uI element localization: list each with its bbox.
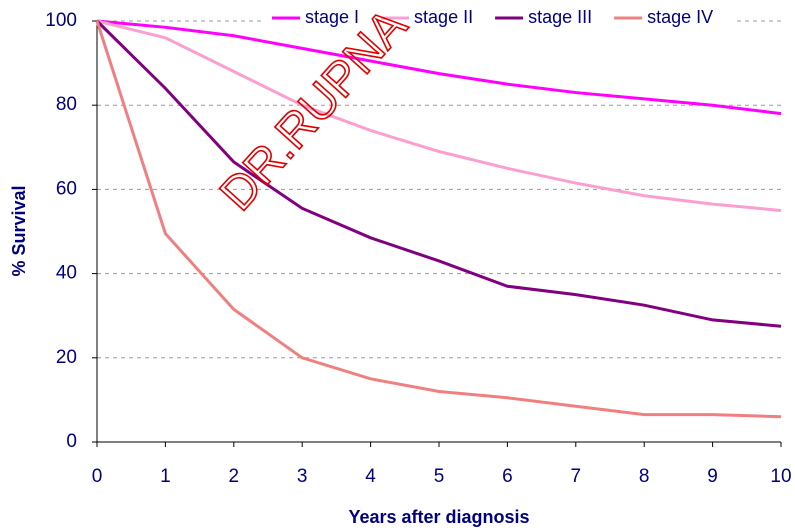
- y-tick-label: 80: [56, 94, 77, 115]
- x-tick-label: 8: [639, 466, 650, 487]
- series-line: [95, 20, 782, 419]
- legend-label: stage I: [305, 7, 359, 27]
- x-tick-label: 3: [297, 466, 308, 487]
- series-line: [96, 19, 782, 116]
- x-tick-label: 10: [770, 466, 791, 487]
- y-tick-label: 0: [66, 431, 77, 452]
- watermark: DR.RUPNA: [210, 0, 417, 221]
- legend-label: stage II: [414, 7, 473, 27]
- x-tick-label: 0: [92, 466, 103, 487]
- y-tick-label: 20: [56, 347, 77, 368]
- y-tick-label: 100: [45, 10, 77, 31]
- x-tick-label: 9: [707, 466, 718, 487]
- x-tick-label: 2: [229, 466, 240, 487]
- legend-label: stage III: [528, 7, 592, 27]
- series-line: [96, 19, 782, 212]
- legend-label: stage IV: [647, 7, 713, 27]
- x-tick-label: 5: [434, 466, 445, 487]
- y-tick-label: 40: [56, 263, 77, 284]
- x-axis-label: Years after diagnosis: [348, 507, 529, 527]
- series-line: [95, 19, 782, 328]
- y-tick-label: 60: [56, 178, 77, 199]
- x-tick-label: 4: [365, 466, 376, 487]
- x-tick-label: 6: [502, 466, 513, 487]
- y-axis-label: % Survival: [9, 185, 29, 276]
- x-tick-label: 7: [571, 466, 582, 487]
- x-tick-label: 1: [160, 466, 171, 487]
